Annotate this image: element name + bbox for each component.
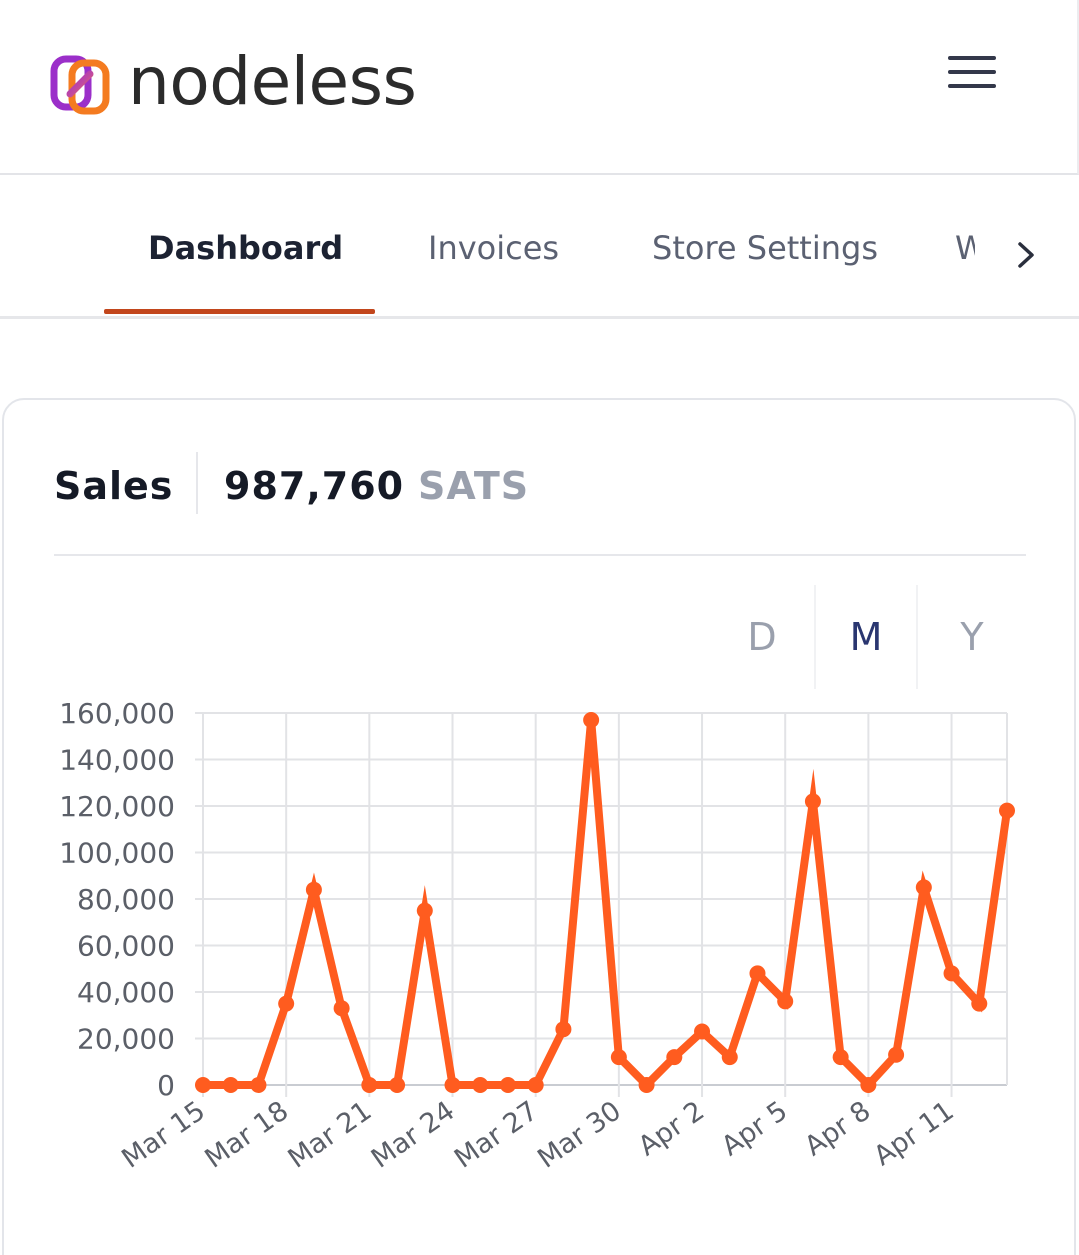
data-point[interactable] — [389, 1077, 406, 1093]
brand-name: nodeless — [128, 43, 417, 120]
x-tick-label: Mar 24 — [366, 1095, 461, 1174]
data-point[interactable] — [583, 711, 600, 728]
y-tick-label: 0 — [157, 1069, 175, 1102]
tab-dashboard[interactable]: Dashboard — [148, 229, 344, 267]
x-tick-label: Apr 11 — [868, 1095, 959, 1172]
x-tick-label: Mar 18 — [199, 1095, 294, 1174]
data-point[interactable] — [195, 1077, 211, 1093]
y-tick-label: 100,000 — [59, 837, 175, 870]
data-point[interactable] — [444, 1077, 461, 1093]
hamburger-menu-icon — [948, 56, 996, 60]
period-year-button[interactable]: Y — [960, 615, 984, 659]
data-point[interactable] — [749, 965, 766, 982]
tab-overflow-fade — [975, 217, 1079, 297]
nav-tabs: Dashboard Invoices Store Settings W — [0, 177, 1079, 319]
x-tick-label: Apr 8 — [799, 1095, 876, 1162]
data-point[interactable] — [361, 1077, 378, 1093]
data-point[interactable] — [721, 1049, 738, 1066]
data-point[interactable] — [472, 1077, 489, 1093]
y-tick-label: 80,000 — [77, 883, 175, 916]
data-point[interactable] — [999, 802, 1015, 819]
data-point[interactable] — [416, 902, 433, 919]
data-point[interactable] — [694, 1023, 711, 1040]
sales-series-line — [199, 719, 1011, 1091]
data-point[interactable] — [305, 881, 322, 898]
period-day-button[interactable]: D — [747, 615, 777, 659]
card-divider — [54, 554, 1026, 556]
y-tick-label: 20,000 — [77, 1023, 175, 1056]
data-point[interactable] — [278, 995, 295, 1012]
data-point[interactable] — [915, 879, 932, 896]
x-tick-label: Mar 27 — [449, 1095, 544, 1174]
sales-label: Sales — [54, 464, 174, 508]
data-point[interactable] — [333, 1000, 350, 1017]
y-tick-label: 120,000 — [59, 790, 175, 823]
nodeless-logo-icon — [50, 55, 110, 115]
data-point[interactable] — [943, 965, 960, 982]
x-tick-label: Mar 15 — [116, 1095, 211, 1174]
data-point[interactable] — [666, 1049, 683, 1066]
x-tick-label: Apr 5 — [716, 1095, 793, 1162]
data-point[interactable] — [804, 793, 821, 810]
data-point[interactable] — [832, 1049, 849, 1066]
data-point[interactable] — [250, 1077, 267, 1093]
data-point[interactable] — [499, 1077, 516, 1093]
hamburger-menu-button[interactable] — [944, 50, 1000, 94]
y-tick-label: 140,000 — [59, 744, 175, 777]
chevron-right-icon[interactable] — [1008, 237, 1044, 273]
data-point[interactable] — [777, 993, 794, 1010]
active-tab-indicator — [104, 309, 375, 314]
y-tick-label: 60,000 — [77, 930, 175, 963]
x-tick-label: Mar 21 — [283, 1095, 378, 1174]
data-point[interactable] — [888, 1046, 905, 1063]
x-tick-label: Apr 2 — [633, 1095, 710, 1162]
sales-card — [2, 398, 1076, 1255]
data-point[interactable] — [527, 1077, 544, 1093]
data-point[interactable] — [610, 1049, 627, 1066]
sales-unit: SATS — [418, 464, 530, 508]
tab-invoices[interactable]: Invoices — [428, 229, 560, 267]
tab-store-settings[interactable]: Store Settings — [652, 229, 878, 267]
x-tick-label: Mar 30 — [532, 1095, 627, 1174]
app-header: nodeless — [0, 0, 1079, 175]
data-point[interactable] — [222, 1077, 239, 1093]
sales-line-chart: 160,000 140,000 120,000 100,000 80,000 60,000… — [59, 697, 1015, 1175]
data-point[interactable] — [971, 995, 988, 1012]
sales-total: 987,760 — [224, 464, 405, 508]
sales-divider — [196, 452, 198, 514]
y-tick-label: 40,000 — [77, 976, 175, 1009]
data-point[interactable] — [638, 1077, 655, 1093]
period-month-button[interactable]: M — [814, 585, 918, 689]
data-point[interactable] — [555, 1021, 572, 1038]
data-point[interactable] — [860, 1077, 877, 1093]
y-tick-label: 160,000 — [59, 697, 175, 730]
